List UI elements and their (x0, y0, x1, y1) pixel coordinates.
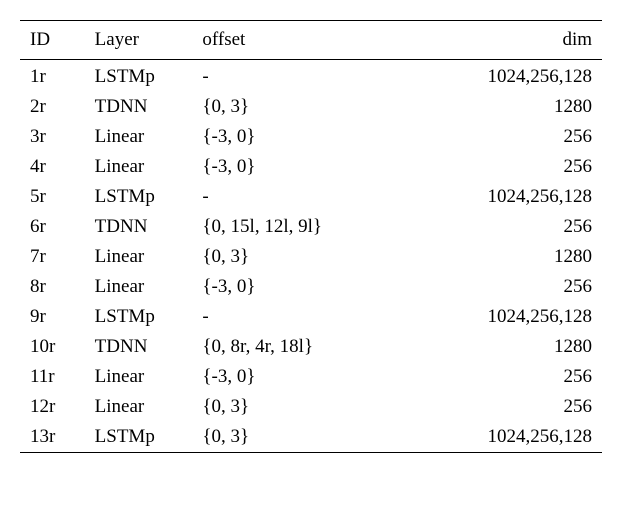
cell-id: 10r (20, 332, 85, 362)
cell-id: 3r (20, 122, 85, 152)
cell-dim: 1280 (408, 92, 602, 122)
cell-offset: - (192, 182, 408, 212)
table-row: 7rLinear{0, 3}1280 (20, 242, 602, 272)
cell-offset: {-3, 0} (192, 362, 408, 392)
cell-id: 6r (20, 212, 85, 242)
cell-id: 8r (20, 272, 85, 302)
cell-offset: {0, 3} (192, 242, 408, 272)
cell-dim: 1024,256,128 (408, 182, 602, 212)
cell-offset: {0, 3} (192, 422, 408, 453)
table-row: 12rLinear{0, 3}256 (20, 392, 602, 422)
cell-offset: {0, 15l, 12l, 9l} (192, 212, 408, 242)
table-row: 5rLSTMp-1024,256,128 (20, 182, 602, 212)
cell-dim: 1280 (408, 242, 602, 272)
cell-layer: LSTMp (85, 422, 193, 453)
cell-layer: TDNN (85, 332, 193, 362)
table-row: 4rLinear{-3, 0}256 (20, 152, 602, 182)
cell-layer: Linear (85, 242, 193, 272)
table-row: 8rLinear{-3, 0}256 (20, 272, 602, 302)
cell-dim: 256 (408, 212, 602, 242)
table-row: 3rLinear{-3, 0}256 (20, 122, 602, 152)
cell-layer: LSTMp (85, 182, 193, 212)
cell-id: 12r (20, 392, 85, 422)
cell-offset: {-3, 0} (192, 122, 408, 152)
cell-offset: - (192, 302, 408, 332)
cell-offset: {0, 8r, 4r, 18l} (192, 332, 408, 362)
cell-id: 7r (20, 242, 85, 272)
cell-dim: 256 (408, 272, 602, 302)
cell-id: 11r (20, 362, 85, 392)
cell-offset: {0, 3} (192, 392, 408, 422)
cell-id: 2r (20, 92, 85, 122)
table-row: 11rLinear{-3, 0}256 (20, 362, 602, 392)
cell-dim: 256 (408, 392, 602, 422)
cell-dim: 1024,256,128 (408, 60, 602, 93)
cell-offset: {0, 3} (192, 92, 408, 122)
cell-offset: - (192, 60, 408, 93)
col-header-offset: offset (192, 21, 408, 60)
architecture-table: ID Layer offset dim 1rLSTMp-1024,256,128… (20, 20, 602, 453)
cell-offset: {-3, 0} (192, 152, 408, 182)
cell-layer: Linear (85, 362, 193, 392)
cell-id: 4r (20, 152, 85, 182)
cell-layer: Linear (85, 272, 193, 302)
table-row: 13rLSTMp{0, 3}1024,256,128 (20, 422, 602, 453)
cell-offset: {-3, 0} (192, 272, 408, 302)
cell-dim: 1024,256,128 (408, 422, 602, 453)
cell-id: 9r (20, 302, 85, 332)
cell-layer: TDNN (85, 212, 193, 242)
cell-layer: LSTMp (85, 60, 193, 93)
table-row: 9rLSTMp-1024,256,128 (20, 302, 602, 332)
table-row: 1rLSTMp-1024,256,128 (20, 60, 602, 93)
col-header-layer: Layer (85, 21, 193, 60)
cell-layer: Linear (85, 152, 193, 182)
col-header-id: ID (20, 21, 85, 60)
table-row: 2rTDNN{0, 3}1280 (20, 92, 602, 122)
cell-dim: 1280 (408, 332, 602, 362)
cell-dim: 256 (408, 152, 602, 182)
table-row: 10rTDNN{0, 8r, 4r, 18l}1280 (20, 332, 602, 362)
table-header-row: ID Layer offset dim (20, 21, 602, 60)
cell-layer: TDNN (85, 92, 193, 122)
cell-id: 5r (20, 182, 85, 212)
table-row: 6rTDNN{0, 15l, 12l, 9l}256 (20, 212, 602, 242)
cell-layer: Linear (85, 392, 193, 422)
cell-id: 13r (20, 422, 85, 453)
col-header-dim: dim (408, 21, 602, 60)
cell-layer: Linear (85, 122, 193, 152)
cell-layer: LSTMp (85, 302, 193, 332)
cell-id: 1r (20, 60, 85, 93)
cell-dim: 256 (408, 362, 602, 392)
cell-dim: 256 (408, 122, 602, 152)
cell-dim: 1024,256,128 (408, 302, 602, 332)
